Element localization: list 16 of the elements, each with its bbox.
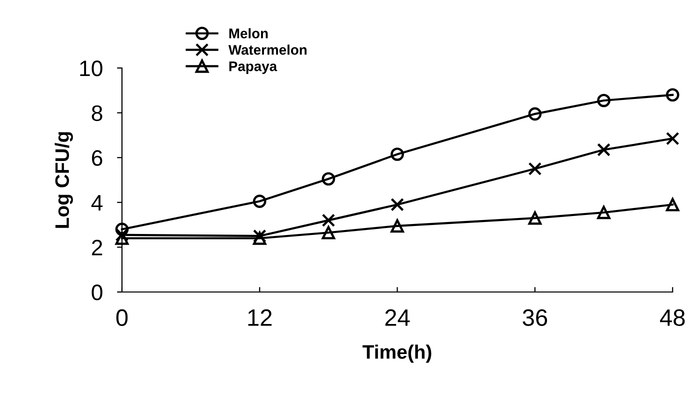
y-axis-title: Log CFU/g xyxy=(54,132,73,228)
y-tick-label: 10 xyxy=(80,60,102,76)
x-tick-label: 36 xyxy=(522,309,548,326)
y-tick-label: 4 xyxy=(91,195,103,210)
x-tick-label: 0 xyxy=(116,309,128,326)
y-tick-label: 2 xyxy=(92,240,102,256)
x-tick-label: 48 xyxy=(660,309,685,326)
legend-label: Watermelon xyxy=(228,44,307,55)
y-tick-label: 8 xyxy=(92,105,102,122)
legend-label: Papaya xyxy=(229,62,278,74)
y-tick-label: 0 xyxy=(92,284,102,300)
x-axis-title: Time(h) xyxy=(362,344,432,363)
y-tick-label: 6 xyxy=(92,150,102,166)
x-tick-label: 24 xyxy=(385,309,410,326)
legend-label: Melon xyxy=(229,28,268,38)
x-tick-label: 12 xyxy=(248,309,272,326)
